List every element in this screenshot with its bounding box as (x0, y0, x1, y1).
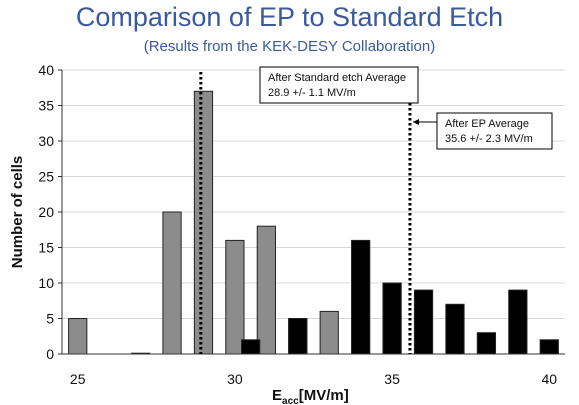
axes-group (58, 69, 565, 355)
y-tick-label: 25 (38, 169, 54, 185)
chart-subtitle: (Results from the KEK-DESY Collaboration… (143, 38, 436, 55)
bar-series1 (319, 310, 339, 355)
y-tick-label: 15 (38, 240, 54, 256)
y-tick-label: 5 (46, 311, 54, 327)
y-tick-label: 0 (46, 346, 54, 362)
annotation-line1: After EP Average (445, 118, 529, 130)
chart-title: Comparison of EP to Standard Etch (75, 2, 504, 32)
x-tick-label: 25 (70, 371, 86, 387)
annotation-arrowhead (412, 119, 419, 125)
annotation-box (259, 66, 419, 104)
x-tick-label: 40 (541, 371, 557, 387)
x-axis-label-sub: acc (282, 396, 299, 405)
annotation-line1: After Standard etch Average (268, 72, 406, 84)
bar-series2 (351, 239, 371, 355)
bar-series1 (162, 211, 182, 355)
ticks-group: 0 5 10 15 20 25 30 35 40 25 30 35 40 (38, 62, 557, 387)
y-tick-label: 20 (38, 204, 54, 220)
x-tick-label: 35 (384, 371, 400, 387)
y-tick-label: 30 (38, 133, 54, 149)
x-axis-label-unit: [MV/m] (299, 387, 349, 404)
grid-lines (62, 69, 565, 319)
x-tick-label: 30 (227, 371, 243, 387)
bar-series1 (68, 318, 88, 355)
bar-series2 (508, 289, 528, 355)
bars-group (68, 90, 559, 355)
x-axis-label: Eacc[MV/m] (272, 387, 349, 405)
bar-series2 (476, 332, 497, 355)
bar-series1 (193, 90, 214, 355)
bar-series2 (288, 318, 308, 355)
annotation-box (436, 112, 553, 150)
y-axis-label: Number of cells (9, 156, 26, 269)
bar-series2 (413, 289, 434, 355)
x-axis-label-main: E (272, 387, 282, 404)
annotations-group: After Standard etch Average 28.9 +/- 1.1 … (199, 66, 553, 354)
annotation-line2: 28.9 +/- 1.1 MV/m (268, 87, 356, 99)
bar-series2 (539, 339, 559, 355)
bar-series2 (382, 282, 402, 355)
y-tick-label: 40 (38, 62, 54, 78)
y-tick-label: 10 (38, 275, 54, 291)
bar-series2 (241, 339, 261, 355)
annotation-line2: 35.6 +/- 2.3 MV/m (445, 133, 533, 145)
y-tick-label: 35 (38, 98, 54, 114)
bar-series2 (445, 303, 465, 355)
bar-series1 (256, 225, 276, 355)
bar-series1 (225, 239, 245, 355)
